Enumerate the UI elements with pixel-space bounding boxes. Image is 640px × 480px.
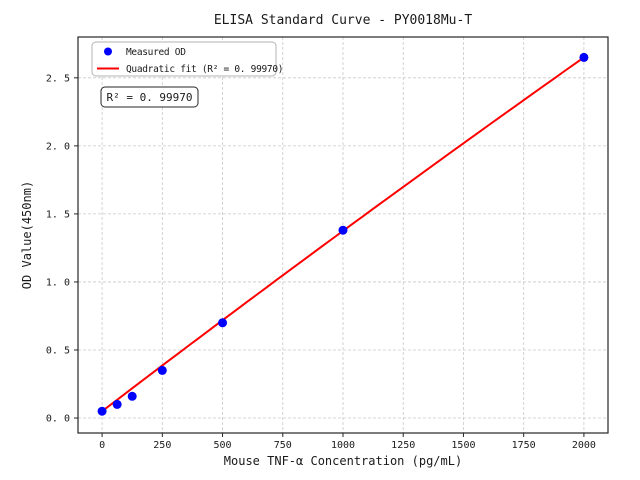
x-tick-label: 1000: [331, 440, 355, 451]
y-axis-label: OD Value(450nm): [20, 181, 34, 289]
annotation-text: R² = 0. 99970: [106, 91, 192, 104]
x-tick-label: 1750: [512, 440, 536, 451]
x-tick-label: 1250: [391, 440, 415, 451]
x-tick-label: 2000: [572, 440, 596, 451]
legend: Measured OD Quadratic fit (R² = 0. 99970): [91, 41, 283, 77]
r-squared-annotation: R² = 0. 99970: [100, 86, 199, 108]
data-point-marker: [127, 391, 137, 401]
x-tick-label: 500: [214, 440, 232, 451]
data-layer: [97, 52, 589, 416]
data-point-marker: [338, 225, 348, 235]
data-point-marker: [579, 52, 589, 62]
y-tick-label: 0. 0: [46, 414, 70, 425]
legend-label-measured-od: Measured OD: [126, 47, 186, 58]
x-tick-label: 0: [99, 440, 105, 451]
y-tick-label: 2. 0: [46, 141, 70, 152]
y-tick-label: 1. 0: [46, 277, 70, 288]
x-tick-label: 1500: [451, 440, 475, 451]
y-tick-label: 0. 5: [46, 345, 70, 356]
y-tick-label: 1. 5: [46, 209, 70, 220]
axes-layer: 0 250 500 750 1000 1250 1500 1750 2000 0. 0 0. 5 1.…: [46, 36, 609, 451]
y-tick-label: 2. 5: [46, 73, 70, 84]
x-tick-label: 250: [153, 440, 171, 451]
legend-box: [91, 41, 277, 77]
x-tick-label: 750: [274, 440, 292, 451]
legend-dot-marker: [104, 47, 112, 56]
annotation-box: [100, 86, 199, 108]
data-point-marker: [97, 406, 107, 416]
legend-label-quadratic-fit: Quadratic fit (R² = 0. 99970): [126, 64, 283, 75]
data-point-marker: [157, 365, 167, 375]
data-point-marker: [218, 318, 228, 328]
chart-title: ELISA Standard Curve - PY0018Mu-T: [214, 13, 472, 28]
x-axis-label: Mouse TNF-α Concentration (pg/mL): [224, 454, 462, 468]
grid-layer: [78, 37, 608, 433]
data-point-marker: [112, 399, 122, 409]
